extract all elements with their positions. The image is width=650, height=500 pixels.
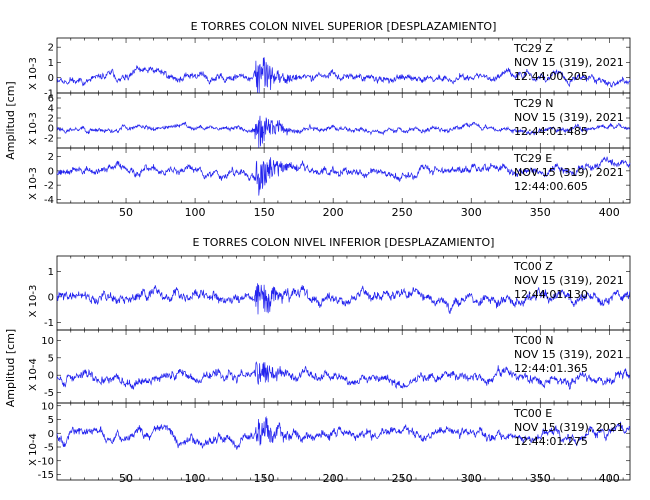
y-tick-label: 6 bbox=[48, 94, 54, 105]
x-tick-label: 250 bbox=[392, 472, 413, 485]
record-date: NOV 15 (319), 2021 bbox=[514, 111, 624, 124]
record-date: NOV 15 (319), 2021 bbox=[514, 421, 624, 434]
y-tick-label: 10 bbox=[41, 401, 54, 412]
seismic-trace bbox=[56, 415, 631, 450]
scale-exponent-label: X 10-3 bbox=[28, 167, 39, 200]
y-tick-label: -1 bbox=[44, 318, 54, 329]
y-tick-label: -4 bbox=[44, 195, 54, 206]
station-component-label: TC29 N bbox=[513, 97, 553, 110]
x-tick-label: 300 bbox=[461, 472, 482, 485]
x-tick-label: 350 bbox=[530, 472, 551, 485]
y-tick-label: 0 bbox=[48, 166, 54, 177]
y-tick-label: 0 bbox=[48, 124, 54, 135]
y-tick-label: -5 bbox=[44, 443, 54, 454]
record-time: 12:44:01.275 bbox=[514, 435, 588, 448]
record-time: 12:44:00.605 bbox=[514, 180, 588, 193]
station-component-label: TC00 Z bbox=[513, 260, 553, 273]
y-tick-label: -1 bbox=[44, 89, 54, 100]
station-component-label: TC29 E bbox=[513, 152, 552, 165]
x-tick-label: 50 bbox=[119, 206, 133, 219]
y-tick-label: 0 bbox=[48, 429, 54, 440]
chart-title: E TORRES COLON NIVEL SUPERIOR [DESPLAZAM… bbox=[191, 20, 497, 33]
scale-exponent-label: X 10-3 bbox=[28, 57, 39, 90]
y-tick-label: 5 bbox=[48, 415, 54, 426]
record-date: NOV 15 (319), 2021 bbox=[514, 274, 624, 287]
y-tick-label: 0 bbox=[48, 371, 54, 382]
record-time: 12:44:00.205 bbox=[514, 70, 588, 83]
y-tick-label: 4 bbox=[48, 104, 54, 115]
station-component-label: TC00 E bbox=[513, 407, 552, 420]
seismic-trace bbox=[56, 156, 631, 196]
x-tick-label: 100 bbox=[185, 472, 206, 485]
x-tick-label: 300 bbox=[461, 206, 482, 219]
record-time: 12:44:01.130 bbox=[514, 288, 588, 301]
record-date: NOV 15 (319), 2021 bbox=[514, 56, 624, 69]
y-tick-label: -2 bbox=[44, 181, 54, 192]
x-tick-label: 100 bbox=[185, 206, 206, 219]
trace-frame bbox=[56, 147, 631, 204]
record-date: NOV 15 (319), 2021 bbox=[514, 166, 624, 179]
x-tick-label: 400 bbox=[599, 472, 620, 485]
y-tick-label: 0 bbox=[48, 73, 54, 84]
y-tick-label: -15 bbox=[38, 470, 54, 481]
seismic-trace bbox=[56, 115, 630, 148]
record-time: 12:44:01.485 bbox=[514, 125, 588, 138]
station-component-label: TC29 Z bbox=[513, 42, 553, 55]
y-tick-label: 0 bbox=[48, 292, 54, 303]
y-tick-label: 2 bbox=[48, 114, 54, 125]
x-tick-label: 200 bbox=[323, 472, 344, 485]
y-tick-label: 2 bbox=[48, 152, 54, 163]
scale-exponent-label: X 10-4 bbox=[28, 433, 39, 466]
scale-exponent-label: X 10-4 bbox=[28, 358, 39, 391]
y-tick-label: -10 bbox=[38, 456, 54, 467]
y-tick-label: -5 bbox=[44, 388, 54, 399]
x-tick-label: 150 bbox=[254, 472, 275, 485]
trace-frame bbox=[56, 402, 631, 481]
y-tick-label: 2 bbox=[48, 43, 54, 54]
x-tick-label: 50 bbox=[119, 472, 133, 485]
y-tick-label: 5 bbox=[48, 353, 54, 364]
station-component-label: TC00 N bbox=[513, 334, 553, 347]
y-tick-label: 10 bbox=[41, 336, 54, 347]
y-tick-label: 1 bbox=[48, 267, 54, 278]
record-time: 12:44:01.365 bbox=[514, 362, 588, 375]
chart-title: E TORRES COLON NIVEL INFERIOR [DESPLAZAM… bbox=[193, 236, 495, 249]
y-tick-label: -2 bbox=[44, 134, 54, 145]
x-tick-label: 250 bbox=[392, 206, 413, 219]
seismic-trace bbox=[56, 57, 631, 94]
scale-exponent-label: X 10-3 bbox=[28, 112, 39, 145]
y-tick-label: 1 bbox=[48, 58, 54, 69]
x-tick-label: 350 bbox=[530, 206, 551, 219]
x-tick-label: 200 bbox=[323, 206, 344, 219]
x-tick-label: 400 bbox=[599, 206, 620, 219]
y-axis-label: Amplitud [cm] bbox=[4, 81, 17, 159]
scale-exponent-label: X 10-3 bbox=[28, 285, 39, 318]
seismic-trace bbox=[56, 361, 631, 390]
y-axis-label: Amplitud [cm] bbox=[4, 329, 17, 407]
seismic-trace bbox=[56, 283, 631, 315]
x-tick-label: 150 bbox=[254, 206, 275, 219]
record-date: NOV 15 (319), 2021 bbox=[514, 348, 624, 361]
